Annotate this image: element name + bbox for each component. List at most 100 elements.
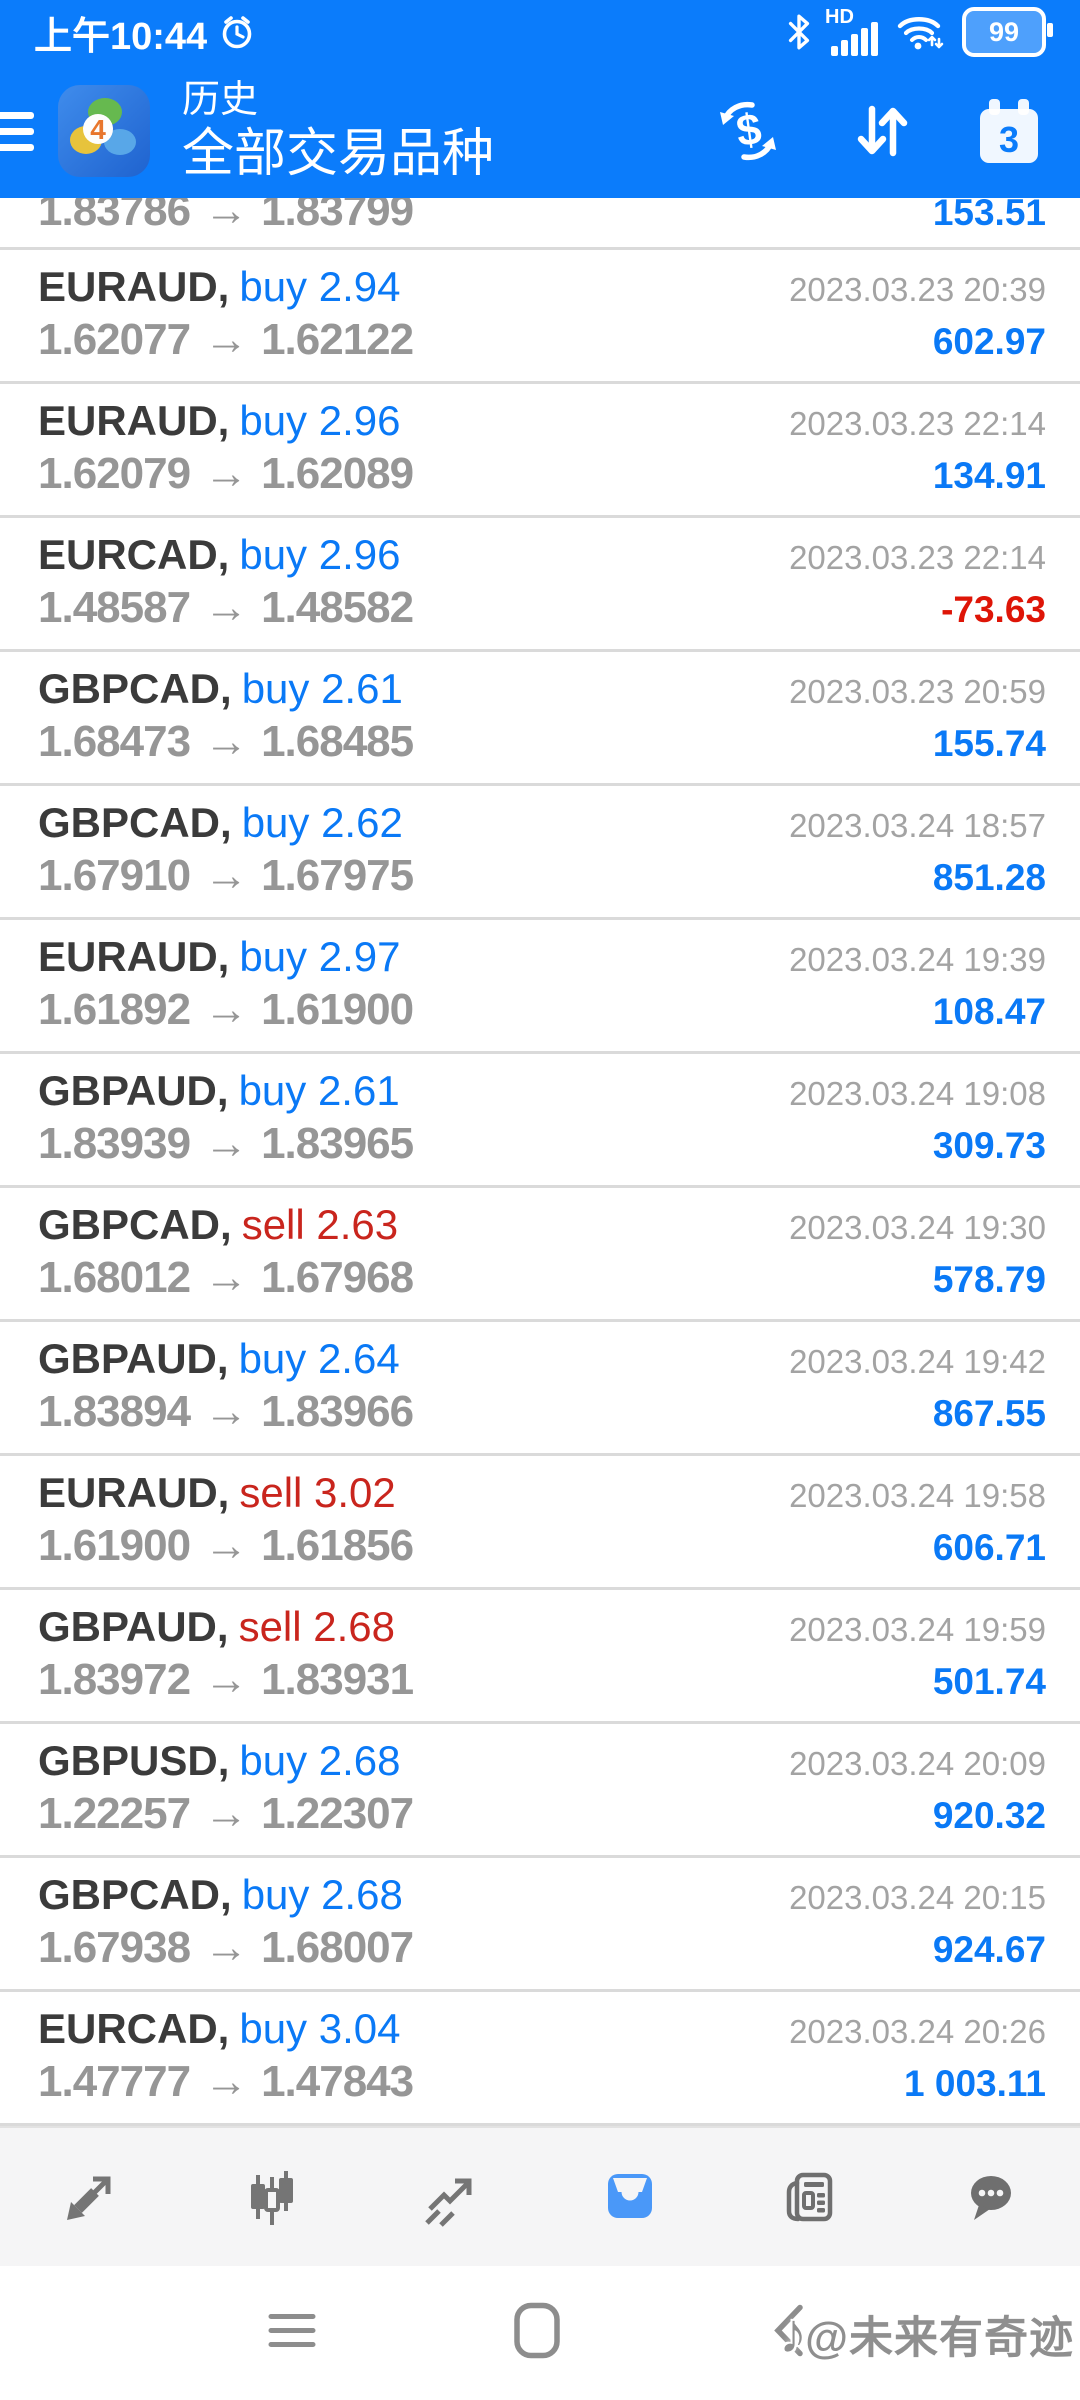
calendar-icon: 3	[980, 99, 1038, 163]
android-nav-bar: ♪ @未来有奇迹	[0, 2266, 1080, 2400]
trade-prices: 1.83894 → 1.83966	[38, 1387, 414, 1437]
trade-row[interactable]: GBPCAD, buy 2.61 2023.03.23 20:59 1.68473…	[0, 652, 1080, 786]
trade-row[interactable]: GBPCAD, buy 2.68 2023.03.24 20:15 1.67938…	[0, 1858, 1080, 1992]
trade-operation: buy 2.94	[239, 263, 401, 310]
trade-row[interactable]: EURCAD, buy 2.96 2023.03.23 22:14 1.48587…	[0, 518, 1080, 652]
trade-prices: 1.22257 → 1.22307	[38, 1789, 414, 1839]
trade-row[interactable]: EURCAD, buy 3.04 2023.03.24 20:26 1.47777…	[0, 1992, 1080, 2126]
open-price: 1.61892	[38, 985, 191, 1034]
arrow-right-icon: →	[204, 1119, 248, 1168]
trade-symbol: EURAUD,	[38, 933, 230, 980]
arrow-right-icon: →	[204, 1253, 248, 1302]
home-button[interactable]	[512, 2301, 562, 2366]
tab-trade[interactable]	[360, 2167, 540, 2227]
tab-quotes[interactable]	[0, 2167, 180, 2227]
open-price: 1.83972	[38, 1655, 191, 1704]
trade-row[interactable]: GBPAUD, buy 2.64 2023.03.24 19:42 1.83894…	[0, 1322, 1080, 1456]
calendar-button[interactable]: 3	[980, 99, 1038, 163]
svg-text:$: $	[733, 104, 764, 156]
trade-row-partial[interactable]: 1.83786 → 1.83799 153.51	[0, 198, 1080, 250]
trade-symbol: EURAUD,	[38, 397, 230, 444]
close-price: 1.22307	[261, 1789, 414, 1838]
trade-datetime: 2023.03.24 19:58	[789, 1477, 1046, 1514]
svg-text:4: 4	[90, 114, 106, 145]
tab-charts[interactable]	[180, 2167, 360, 2227]
arrow-right-icon: →	[204, 315, 248, 364]
news-icon	[786, 2172, 833, 2222]
currency-exchange-icon: $	[720, 101, 776, 161]
open-price: 1.61900	[38, 1521, 191, 1570]
trade-row[interactable]: EURAUD, sell 3.02 2023.03.24 19:58 1.6190…	[0, 1456, 1080, 1590]
trade-row[interactable]: GBPUSD, buy 2.68 2023.03.24 20:09 1.22257…	[0, 1724, 1080, 1858]
trade-row[interactable]: GBPCAD, sell 2.63 2023.03.24 19:30 1.6801…	[0, 1188, 1080, 1322]
trade-datetime: 2023.03.24 19:42	[789, 1343, 1046, 1380]
open-price: 1.47777	[38, 2057, 191, 2106]
open-price: 1.22257	[38, 1789, 191, 1838]
trade-prices: 1.83972 → 1.83931	[38, 1655, 414, 1705]
trade-datetime: 2023.03.23 22:14	[789, 539, 1046, 576]
menu-button[interactable]	[0, 102, 40, 161]
close-price: 1.48582	[261, 583, 414, 632]
trade-symbol: GBPCAD,	[38, 799, 232, 846]
watermark-text: @未来有奇迹	[805, 2313, 1074, 2362]
recents-button[interactable]	[266, 2309, 318, 2358]
close-price: 1.47843	[261, 2057, 414, 2106]
close-price: 1.61900	[261, 985, 414, 1034]
trade-prices: 1.61892 → 1.61900	[38, 985, 414, 1035]
trade-symbol: EURAUD,	[38, 263, 230, 310]
trade-profit: 501.74	[932, 1661, 1046, 1702]
cellular-signal-icon: HD	[825, 6, 878, 56]
trade-row[interactable]: GBPAUD, buy 2.61 2023.03.24 19:08 1.83939…	[0, 1054, 1080, 1188]
trade-title: GBPCAD, buy 2.61	[38, 665, 403, 713]
tab-messages[interactable]	[900, 2167, 1080, 2227]
currency-exchange-button[interactable]: $	[712, 95, 784, 167]
trade-symbol: GBPAUD,	[38, 1603, 229, 1650]
trade-title: EURAUD, buy 2.97	[38, 933, 400, 981]
arrow-right-icon: →	[204, 449, 248, 498]
tab-news[interactable]	[720, 2167, 900, 2227]
trade-operation: buy 2.96	[239, 531, 401, 578]
charts-icon	[251, 2171, 293, 2225]
tab-history[interactable]	[540, 2167, 720, 2227]
trade-symbol: GBPAUD,	[38, 1067, 229, 1114]
trade-title: GBPAUD, sell 2.68	[38, 1603, 395, 1651]
trade-profit: 578.79	[932, 1259, 1046, 1300]
close-price: 1.68007	[261, 1923, 414, 1972]
trade-symbol: EURAUD,	[38, 1469, 230, 1516]
trade-row[interactable]: EURAUD, buy 2.96 2023.03.23 22:14 1.62079…	[0, 384, 1080, 518]
trade-datetime: 2023.03.24 20:09	[789, 1745, 1046, 1782]
trade-profit: 309.73	[932, 1125, 1046, 1166]
trade-row[interactable]: EURAUD, buy 2.94 2023.03.23 20:39 1.62077…	[0, 250, 1080, 384]
trade-prices: 1.83939 → 1.83965	[38, 1119, 414, 1169]
trade-operation: sell 3.02	[239, 1469, 396, 1516]
trade-profit: 867.55	[932, 1393, 1046, 1434]
trade-symbol: GBPCAD,	[38, 1871, 232, 1918]
open-price: 1.83786	[38, 198, 191, 235]
trade-row[interactable]: GBPCAD, buy 2.62 2023.03.24 18:57 1.67910…	[0, 786, 1080, 920]
trade-title: EURAUD, buy 2.94	[38, 263, 400, 311]
trade-title: GBPAUD, buy 2.61	[38, 1067, 400, 1115]
open-price: 1.62077	[38, 315, 191, 364]
trade-row[interactable]: EURAUD, buy 2.97 2023.03.24 19:39 1.61892…	[0, 920, 1080, 1054]
arrow-right-icon: →	[204, 2057, 248, 2106]
sort-button[interactable]	[846, 95, 918, 167]
trade-profit: 153.51	[932, 198, 1046, 233]
trade-profit: 108.47	[932, 991, 1046, 1032]
sort-arrows-icon	[857, 105, 908, 157]
recents-icon	[268, 2314, 316, 2347]
close-price: 1.68485	[261, 717, 414, 766]
trade-row[interactable]: GBPAUD, sell 2.68 2023.03.24 19:59 1.8397…	[0, 1590, 1080, 1724]
back-button[interactable]	[770, 2303, 806, 2364]
trade-operation: buy 2.97	[239, 933, 401, 980]
arrow-right-icon: →	[204, 1521, 248, 1570]
close-price: 1.67968	[261, 1253, 414, 1302]
trade-operation: buy 2.62	[241, 799, 403, 846]
close-price: 1.83965	[261, 1119, 414, 1168]
trade-profit: 134.91	[932, 455, 1046, 496]
trade-prices: 1.83786 → 1.83799	[38, 198, 414, 236]
open-price: 1.67910	[38, 851, 191, 900]
trade-prices: 1.62077 → 1.62122	[38, 315, 414, 365]
status-clock: 上午10:44	[34, 15, 208, 58]
trade-prices: 1.68012 → 1.67968	[38, 1253, 414, 1303]
